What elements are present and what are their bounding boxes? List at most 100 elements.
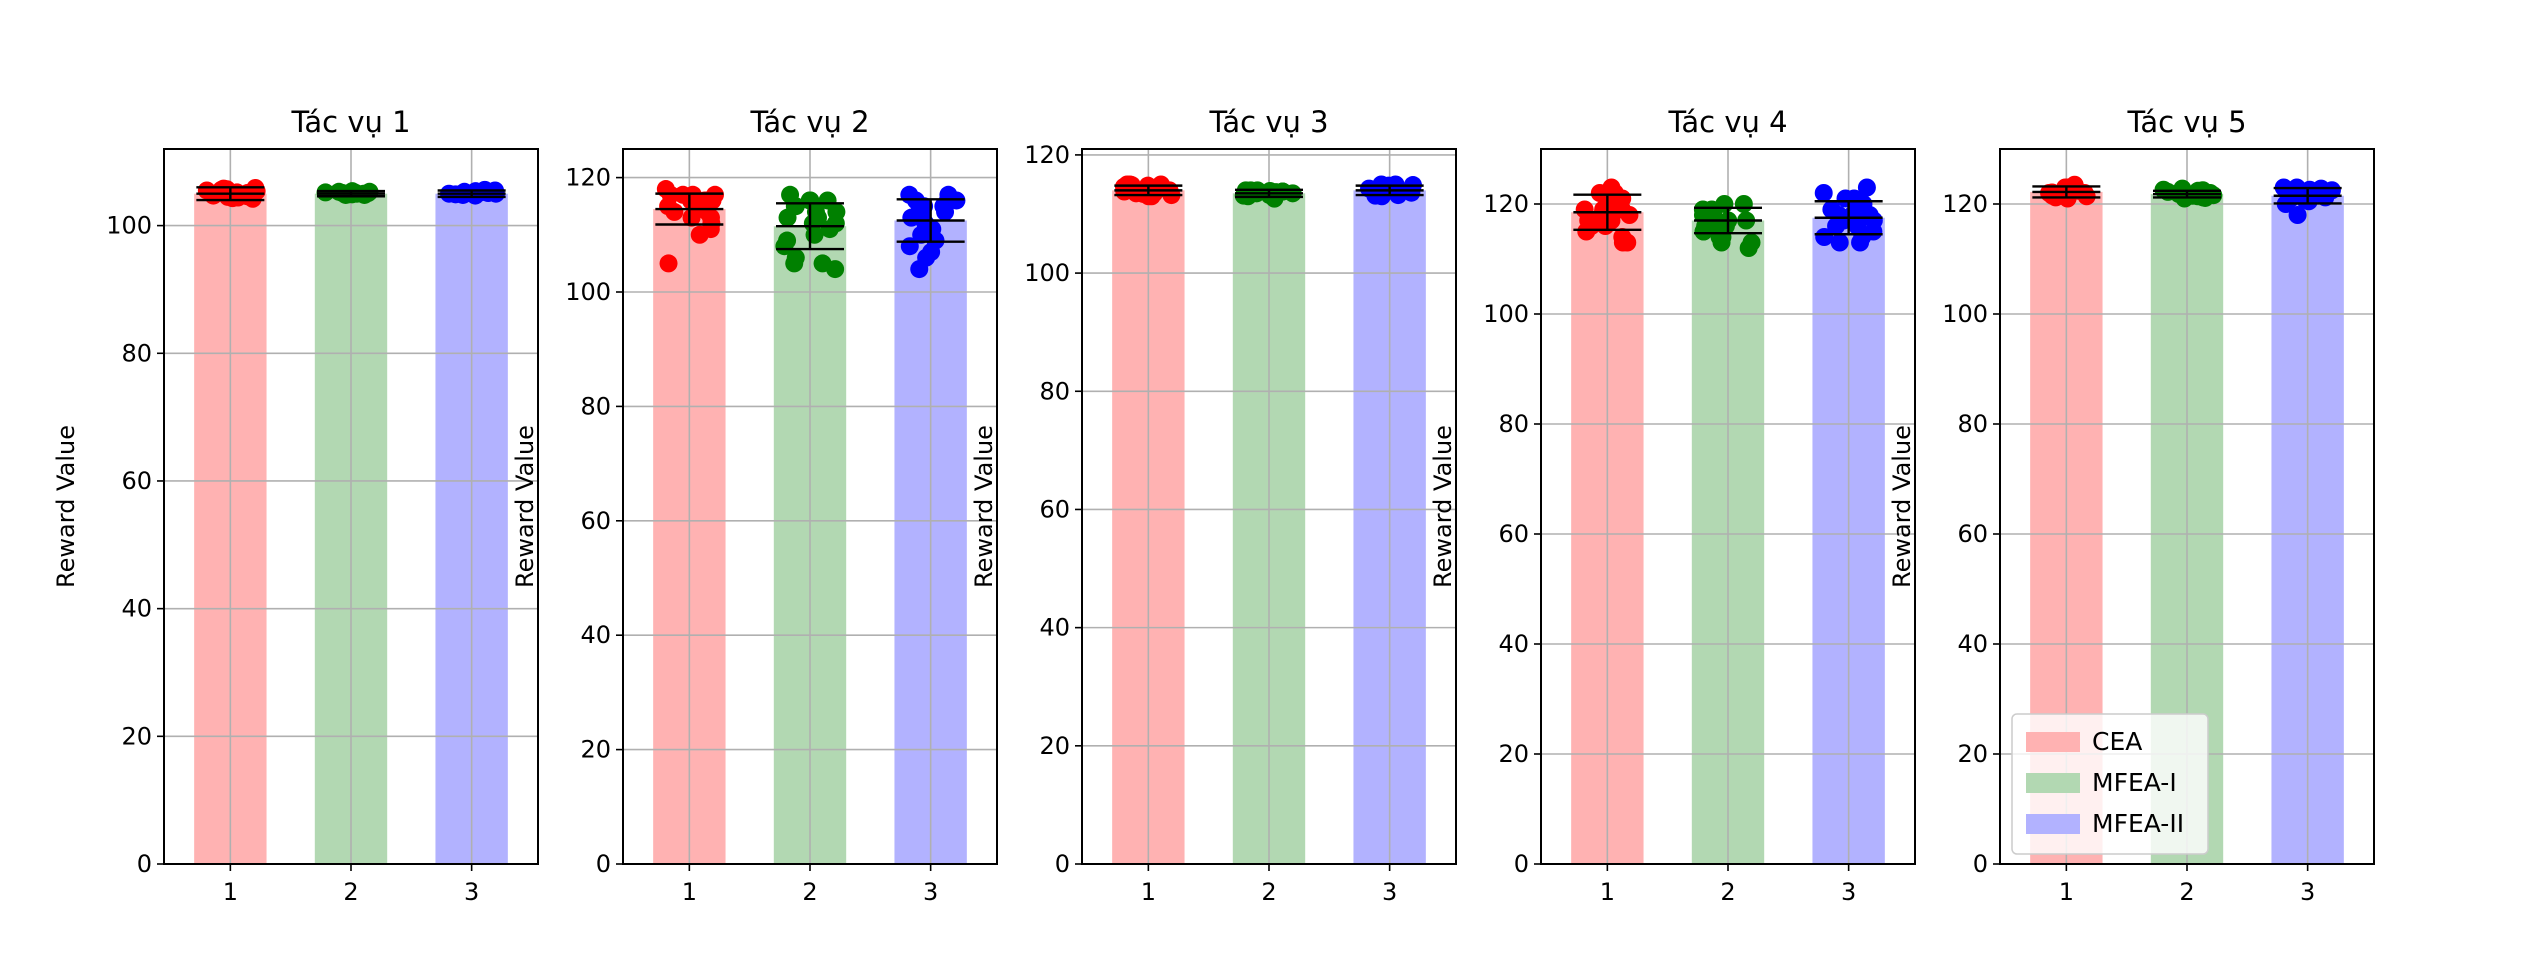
y-tick-label: 60 <box>1039 495 1070 523</box>
x-tick-label: 3 <box>923 878 938 906</box>
data-point-cea <box>690 225 709 244</box>
data-point-mfea-i <box>813 254 832 273</box>
data-point-mfea-ii <box>1864 211 1883 230</box>
y-tick-label: 100 <box>565 278 611 306</box>
y-tick-label: 0 <box>1055 850 1070 878</box>
data-point-mfea-ii <box>1830 233 1849 252</box>
data-point-mfea-ii <box>934 197 953 216</box>
x-tick-label: 2 <box>2179 878 2194 906</box>
chart-panel: 0 20 40 60 80 100 120 1 2 3 Tác vụ 4 Reward Value <box>1429 105 1916 906</box>
data-point-cea <box>692 197 711 216</box>
y-tick-label: 100 <box>1024 259 1070 287</box>
x-tick-label: 2 <box>1720 878 1735 906</box>
y-tick-label: 100 <box>1483 300 1529 328</box>
data-point-mfea-ii <box>1814 184 1833 202</box>
chart-panel: 0 20 40 60 80 100 120 1 2 3 Tác vụ 5 Reward Value CE… <box>1888 105 2375 906</box>
data-point-mfea-i <box>801 191 820 210</box>
chart-title: Tác vụ 5 <box>2126 105 2246 139</box>
data-point-mfea-ii <box>1815 228 1834 246</box>
y-tick-label: 0 <box>596 850 611 878</box>
y-tick-label: 60 <box>580 507 611 535</box>
x-tick-label: 3 <box>1841 878 1856 906</box>
y-tick-label: 20 <box>1957 740 1988 768</box>
y-axis-label: Reward Value <box>511 425 539 588</box>
y-tick-label: 40 <box>121 595 152 623</box>
y-tick-label: 80 <box>1957 410 1988 438</box>
chart-title: Tác vụ 4 <box>1667 105 1787 139</box>
y-tick-label: 120 <box>565 164 611 192</box>
data-point-cea <box>1618 233 1637 252</box>
legend-label: CEA <box>2092 727 2142 756</box>
y-axis-label: Reward Value <box>1888 425 1916 588</box>
data-point-cea <box>665 202 684 221</box>
y-tick-label: 80 <box>121 339 152 367</box>
x-tick-label: 3 <box>2300 878 2315 906</box>
y-tick-label: 0 <box>1973 850 1988 878</box>
x-tick-label: 2 <box>1261 878 1276 906</box>
x-tick-label: 1 <box>682 878 697 906</box>
y-tick-label: 60 <box>121 467 152 495</box>
data-point-mfea-ii <box>2288 206 2307 224</box>
chart-title: Tác vụ 1 <box>290 105 410 139</box>
y-tick-label: 20 <box>1039 732 1070 760</box>
chart-title: Tác vụ 2 <box>749 105 869 139</box>
data-point-mfea-i <box>778 231 797 250</box>
data-point-mfea-i <box>785 197 804 216</box>
data-point-mfea-i <box>1734 195 1753 213</box>
chart-panel: 0 20 40 60 80 100 120 1 2 3 Tác vụ 2 Reward Value <box>511 105 998 906</box>
legend-label: MFEA-II <box>2092 809 2184 838</box>
data-point-mfea-i <box>316 183 335 202</box>
data-point-cea <box>1605 184 1624 202</box>
y-tick-label: 120 <box>1024 141 1070 169</box>
y-tick-label: 80 <box>580 392 611 420</box>
data-point-mfea-ii <box>471 183 490 202</box>
legend: CEA MFEA-I MFEA-II <box>2011 713 2209 855</box>
y-axis-label: Reward Value <box>970 425 998 588</box>
y-tick-label: 100 <box>106 212 152 240</box>
legend-swatch-cea <box>2026 732 2080 752</box>
data-point-cea <box>1131 183 1150 202</box>
y-tick-label: 40 <box>1498 630 1529 658</box>
data-point-mfea-i <box>809 208 828 227</box>
legend-label: MFEA-I <box>2092 768 2177 797</box>
data-point-cea <box>1582 217 1601 235</box>
data-point-mfea-i <box>786 248 805 267</box>
data-point-cea <box>229 188 248 207</box>
y-tick-label: 40 <box>1957 630 1988 658</box>
data-point-mfea-i <box>1715 195 1734 213</box>
y-tick-label: 20 <box>121 722 152 750</box>
legend-swatch-mfea-i <box>2026 773 2080 793</box>
data-point-mfea-ii <box>2316 188 2335 207</box>
data-point-cea <box>659 254 678 273</box>
x-tick-label: 1 <box>2059 878 2074 906</box>
y-tick-label: 20 <box>1498 740 1529 768</box>
x-tick-label: 2 <box>802 878 817 906</box>
chart-panel: 0 20 40 60 80 100 1 2 3 Tác vụ 1 Reward Value <box>52 105 539 906</box>
y-tick-label: 100 <box>1942 300 1988 328</box>
y-tick-label: 80 <box>1498 410 1529 438</box>
y-tick-label: 40 <box>1039 614 1070 642</box>
data-point-mfea-i <box>826 214 845 233</box>
data-point-cea <box>2065 180 2084 199</box>
data-point-mfea-i <box>1742 233 1761 252</box>
chart-title: Tác vụ 3 <box>1208 105 1328 139</box>
chart-panel: 0 20 40 60 80 100 120 1 2 3 Tác vụ 3 Reward Value <box>970 105 1457 906</box>
y-tick-label: 20 <box>580 736 611 764</box>
data-point-mfea-i <box>818 191 837 210</box>
y-tick-label: 0 <box>1514 850 1529 878</box>
x-tick-label: 3 <box>1382 878 1397 906</box>
y-axis-label: Reward Value <box>1429 425 1457 588</box>
y-tick-label: 60 <box>1498 520 1529 548</box>
y-tick-label: 0 <box>137 850 152 878</box>
y-tick-label: 120 <box>1483 190 1529 218</box>
data-point-mfea-ii <box>1857 178 1876 197</box>
x-tick-label: 1 <box>1141 878 1156 906</box>
y-tick-label: 40 <box>580 621 611 649</box>
data-point-mfea-ii <box>1360 179 1379 198</box>
x-tick-label: 3 <box>464 878 479 906</box>
y-axis-label: Reward Value <box>52 425 80 588</box>
data-point-mfea-ii <box>1851 233 1870 252</box>
y-tick-label: 120 <box>1942 190 1988 218</box>
y-tick-label: 80 <box>1039 377 1070 405</box>
